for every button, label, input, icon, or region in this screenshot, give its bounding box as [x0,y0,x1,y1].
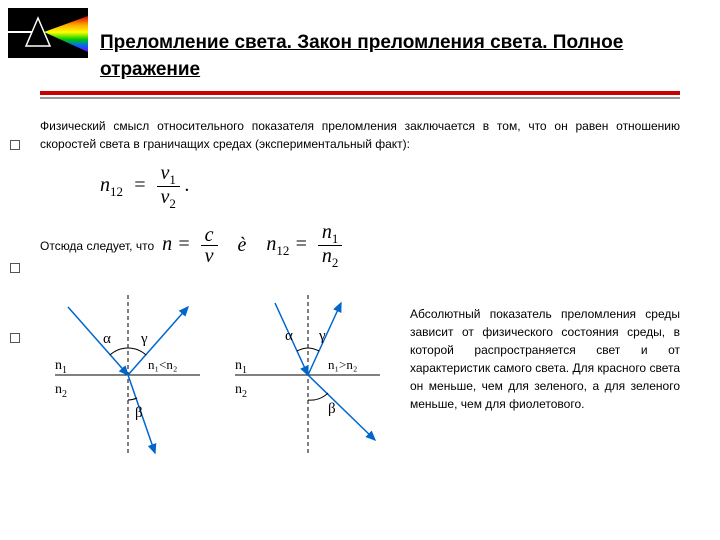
slide-title: Преломление света. Закон преломления све… [100,30,680,83]
svg-text:n₁<n₂: n₁<n₂ [148,357,177,372]
bullet-icon [10,333,20,343]
rule-shadow [40,97,680,99]
svg-text:β: β [328,401,336,417]
bullet-icon [10,140,20,150]
svg-text:β: β [135,405,143,421]
svg-text:n1: n1 [235,358,247,376]
svg-text:n₁>n₂: n₁>n₂ [328,357,357,372]
svg-text:γ: γ [140,331,148,347]
svg-text:α: α [103,331,111,347]
prism-logo-icon [8,8,88,58]
intro-paragraph: Физический смысл относительного показате… [40,117,680,153]
svg-text:γ: γ [318,328,326,344]
follows-row: Отсюда следует, что n = c v è n12 = n1 n… [40,222,680,269]
side-paragraph: Абсолютный показатель преломления среды … [410,285,680,413]
svg-text:n1: n1 [55,358,67,376]
refraction-diagrams: α γ β n1 n2 n₁<n₂ [40,285,390,465]
svg-text:α: α [285,328,293,344]
svg-text:n2: n2 [235,382,247,400]
formula-n12-ratio: n12 = v1 v2 . [100,163,680,210]
bullet-icon [10,263,20,273]
svg-text:n2: n2 [55,382,67,400]
rule-red [40,91,680,95]
